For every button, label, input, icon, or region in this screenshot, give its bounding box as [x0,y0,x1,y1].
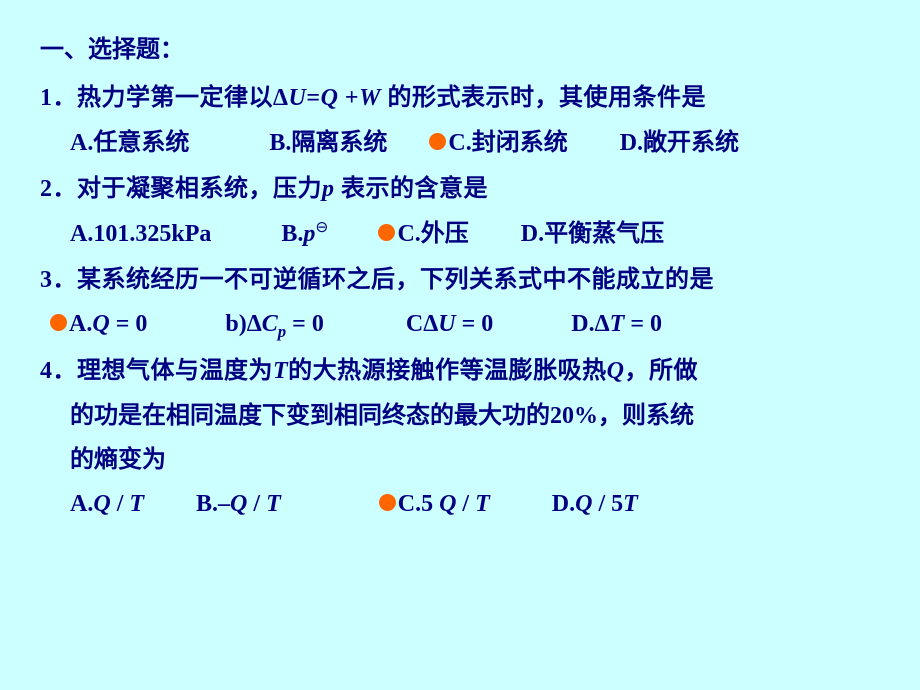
choice-3B: b) ΔCp = 0 [225,302,323,347]
answer-marker-icon [379,494,396,511]
choice-4A: A. Q / T [70,482,144,526]
choice-3A-text: Q = 0 [92,302,147,346]
question-4: 4．理想气体与温度为T的大热源接触作等温膨胀吸热Q，所做 的功是在相同温度下变到… [40,349,880,527]
question-4-text: 4．理想气体与温度为T的大热源接触作等温膨胀吸热Q，所做 [40,349,880,393]
choice-3D-text: ΔT = 0 [595,302,662,346]
choice-2B: B. p⊖ [281,212,328,256]
choice-1D: D. 敞开系统 [620,121,739,165]
question-1: 1．热力学第一定律以ΔU=Q +W 的形式表示时，其使用条件是 A.任意系统 B… [40,76,880,165]
choice-1B: B. 隔离系统 [269,121,387,165]
question-2: 2．对于凝聚相系统，压力p 表示的含意是 A. 101.325kPa B. p⊖… [40,167,880,256]
page: 一、选择题： 1．热力学第一定律以ΔU=Q +W 的形式表示时，其使用条件是 A… [0,0,920,547]
question-4-num: 4． [40,358,77,384]
choice-3D: D.ΔT = 0 [571,302,662,346]
question-1-text: 1．热力学第一定律以ΔU=Q +W 的形式表示时，其使用条件是 [40,76,880,120]
question-3: 3．某系统经历一不可逆循环之后，下列关系式中不能成立的是 A. Q = 0 b)… [40,258,880,347]
question-4-line3: 的熵变为 [40,438,880,482]
choice-2D: D. 平衡蒸气压 [521,212,664,256]
answer-marker-icon [378,224,395,241]
question-2-choices: A. 101.325kPa B. p⊖ C. 外压 D. 平衡蒸气压 [40,212,880,256]
question-4-line2: 的功是在相同温度下变到相同终态的最大功的20%，则系统 [40,394,880,438]
choice-2B-text: p⊖ [303,212,328,256]
choice-4C-text: 5 Q / T [421,482,490,526]
choice-4A-text: Q / T [93,482,144,526]
question-1-num: 1． [40,85,77,111]
choice-2A: A. 101.325kPa [70,212,211,256]
choice-4D: D. Q / 5T [552,482,638,526]
choice-3B-text: ΔCp = 0 [247,302,324,347]
choice-3C: C ΔU = 0 [406,302,493,346]
choice-2C: C. 外压 [378,212,468,256]
question-4-choices: A. Q / T B. –Q / T C. 5 Q / T D. Q / 5T [40,482,880,526]
answer-marker-icon [50,314,67,331]
question-2-text: 2．对于凝聚相系统，压力p 表示的含意是 [40,167,880,211]
answer-marker-icon [429,133,446,150]
question-2-num: 2． [40,176,77,202]
choice-1C: C.封闭系统 [429,121,567,165]
question-3-choices: A. Q = 0 b) ΔCp = 0 C ΔU = 0 D.ΔT = 0 [40,302,880,347]
question-3-num: 3． [40,267,77,293]
choice-4B-text: –Q / T [218,482,281,526]
section-title: 一、选择题： [40,28,880,72]
choice-3A: A. Q = 0 [50,302,147,346]
choice-4C: C. 5 Q / T [379,482,490,526]
choice-4B: B. –Q / T [196,482,281,526]
choice-3C-text: ΔU = 0 [423,302,493,346]
question-1-choices: A.任意系统 B. 隔离系统 C.封闭系统 D. 敞开系统 [40,121,880,165]
choice-4D-text: Q / 5T [575,482,638,526]
question-3-text: 3．某系统经历一不可逆循环之后，下列关系式中不能成立的是 [40,258,880,302]
choice-1A: A.任意系统 [70,121,189,165]
